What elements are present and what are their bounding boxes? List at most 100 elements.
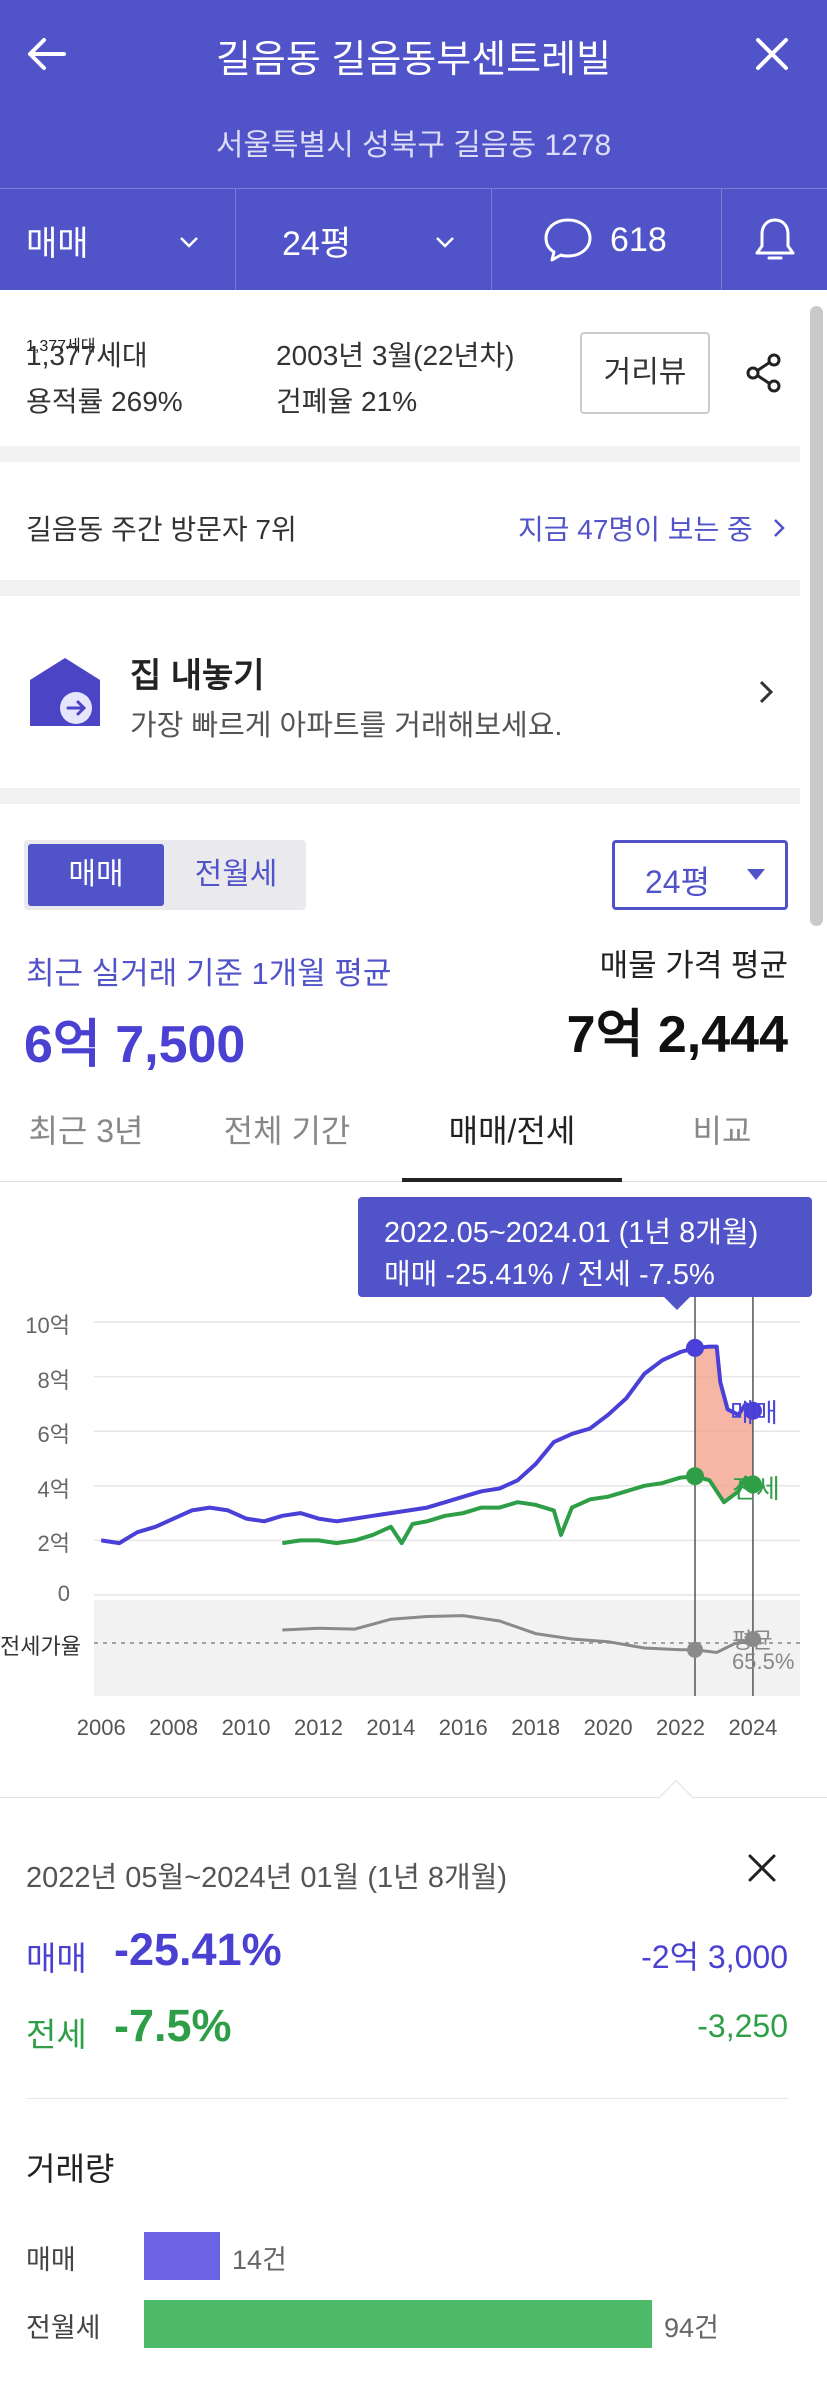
size-dropdown[interactable]: 24평	[236, 189, 492, 291]
volume-bar	[144, 2300, 652, 2348]
chevron-right-icon	[773, 519, 785, 537]
y-tick-label: 2억	[37, 1531, 70, 1557]
x-tick-label: 2008	[149, 1715, 199, 1740]
chevron-down-icon	[436, 237, 454, 248]
chevron-down-icon	[180, 237, 198, 248]
toggle-buy[interactable]: 매매	[28, 844, 164, 906]
summary-rent-pct: -7.5%	[114, 2000, 232, 2051]
trade-type-dropdown[interactable]: 매매	[0, 189, 236, 291]
bell-icon	[755, 218, 794, 260]
y-tick-label: 6억	[37, 1422, 70, 1448]
price-chart-svg	[94, 1283, 800, 1696]
toggle-rent[interactable]: 전월세	[194, 858, 278, 891]
ratio-start-marker	[687, 1641, 704, 1658]
ratio-line	[282, 1614, 754, 1655]
x-tick-label: 2022	[656, 1715, 705, 1740]
recent-price-label: 최근 실거래 기준 1개월 평균	[26, 956, 392, 991]
volume-count: 94건	[664, 2313, 719, 2343]
coverage-ratio: 건폐율 21%	[276, 386, 418, 417]
summary-divider	[26, 2098, 788, 2099]
x-tick-label: 2014	[366, 1715, 416, 1740]
size-select-value: 24평	[645, 864, 711, 900]
back-arrow-icon[interactable]	[22, 30, 70, 78]
comment-count: 618	[610, 220, 667, 259]
sell-home-banner[interactable]: 집 내놓기 가장 빠르게 아파트를 거래해보세요.	[0, 596, 800, 788]
buy-start-marker	[686, 1338, 705, 1357]
sell-home-subtitle: 가장 빠르게 아파트를 거래해보세요.	[130, 710, 563, 742]
trade-type-label: 매매	[26, 224, 89, 263]
y-tick-label: 4억	[37, 1476, 70, 1502]
volume-row-label: 매매	[26, 2245, 76, 2275]
section-divider	[0, 446, 800, 462]
y-tick-label: 10억	[25, 1313, 70, 1338]
comments-button[interactable]: 618	[492, 189, 722, 291]
tooltip-period: 2022.05~2024.01 (1년 8개월)	[384, 1217, 759, 1249]
x-tick-label: 2010	[221, 1715, 271, 1740]
chart-tabs: 최근 3년 전체 기간 매매/전세 비교	[0, 1106, 827, 1182]
chevron-right-icon	[759, 680, 774, 704]
address: 서울특별시 성북구 길음동 1278	[215, 129, 612, 162]
summary-period: 2022년 05월~2024년 01월 (1년 8개월)	[26, 1862, 508, 1894]
summary-buy-label: 매매	[26, 1940, 87, 1977]
recent-price-value: 6억 7,500	[24, 1016, 246, 1074]
legend-buy: 매매	[730, 1398, 778, 1428]
tab-buy-rent[interactable]: 매매/전세	[402, 1106, 622, 1182]
x-tick-label: 2016	[438, 1715, 488, 1740]
ratio-end-marker	[744, 1631, 761, 1647]
tab-compare[interactable]: 비교	[692, 1113, 752, 1149]
scrollbar-thumb[interactable]	[810, 306, 823, 926]
chat-bubble-icon	[544, 218, 592, 262]
tab-all-period[interactable]: 전체 기간	[223, 1113, 351, 1149]
rent-start-marker	[686, 1467, 705, 1486]
listing-price-value: 7억 2,444	[566, 1006, 788, 1064]
share-icon[interactable]	[744, 352, 784, 394]
close-icon[interactable]	[748, 30, 796, 78]
size-select[interactable]: 24평	[612, 840, 788, 910]
caret-down-icon	[747, 869, 765, 880]
tab-recent-3y[interactable]: 최근 3년	[28, 1113, 144, 1149]
close-icon[interactable]	[744, 1850, 780, 1886]
households: 1,377세대	[26, 338, 96, 355]
x-tick-label: 2024	[728, 1715, 778, 1740]
summary-rent-label: 전세	[26, 2016, 87, 2053]
summary-pointer	[659, 1780, 693, 1814]
house-arrow-icon	[30, 658, 100, 726]
range-tooltip: 2022.05~2024.01 (1년 8개월) 매매 -25.41% / 전세…	[358, 1197, 812, 1310]
chart-bottom-line	[0, 1797, 827, 1798]
built-year: 2003년 3월(22년차)	[276, 340, 515, 371]
visitor-rank: 길음동 주간 방문자 7위	[26, 514, 297, 545]
buy-end-marker	[743, 1401, 762, 1420]
price-chart[interactable]: 전세가율 매매 전세 평균 65.5% 2022.05~2024.01 (1년 …	[0, 1183, 827, 1763]
tooltip-arrow	[664, 1297, 690, 1310]
ratio-avg-value: 65.5%	[732, 1649, 795, 1674]
now-viewing-link[interactable]: 지금 47명이 보는 중	[518, 508, 787, 548]
size-label: 24평	[282, 224, 352, 263]
street-view-button[interactable]: 거리뷰	[580, 332, 710, 414]
volume-count: 14건	[232, 2245, 287, 2275]
volume-row-label: 전월세	[26, 2313, 101, 2343]
x-tick-label: 2020	[583, 1715, 633, 1740]
now-viewing-text: 지금 47명이 보는 중	[518, 514, 753, 545]
sell-home-title: 집 내놓기	[130, 657, 265, 695]
x-tick-label: 2006	[76, 1715, 126, 1740]
volume-bar	[144, 2232, 220, 2280]
trade-toggle: 매매 전월세	[24, 840, 306, 910]
x-tick-label: 2018	[511, 1715, 561, 1740]
households-text: 1,377세대	[26, 340, 148, 371]
app-header: 길음동 길음동부센트레빌 서울특별시 성북구 길음동 1278 매매 24평 6…	[0, 0, 827, 291]
y-tick-label: 8억	[37, 1367, 70, 1393]
rent-end-marker	[743, 1475, 762, 1494]
listing-price-label: 매물 가격 평균	[599, 948, 788, 983]
summary-rent-amount: -3,250	[697, 2008, 788, 2044]
summary-buy-amount: -2억 3,000	[641, 1939, 788, 1975]
notification-button[interactable]	[722, 189, 827, 291]
filter-bar: 매매 24평 618	[0, 188, 827, 291]
highlight-area	[695, 1346, 753, 1503]
ratio-avg-label: 평균	[732, 1628, 773, 1653]
volume-title: 거래량	[26, 2151, 115, 2187]
tooltip-change: 매매 -25.41% / 전세 -7.5%	[384, 1259, 715, 1291]
page-title: 길음동 길음동부센트레빌	[215, 39, 612, 81]
y-tick-label: 0	[57, 1581, 70, 1606]
section-divider	[0, 580, 800, 596]
legend-rent: 전세	[732, 1474, 780, 1504]
